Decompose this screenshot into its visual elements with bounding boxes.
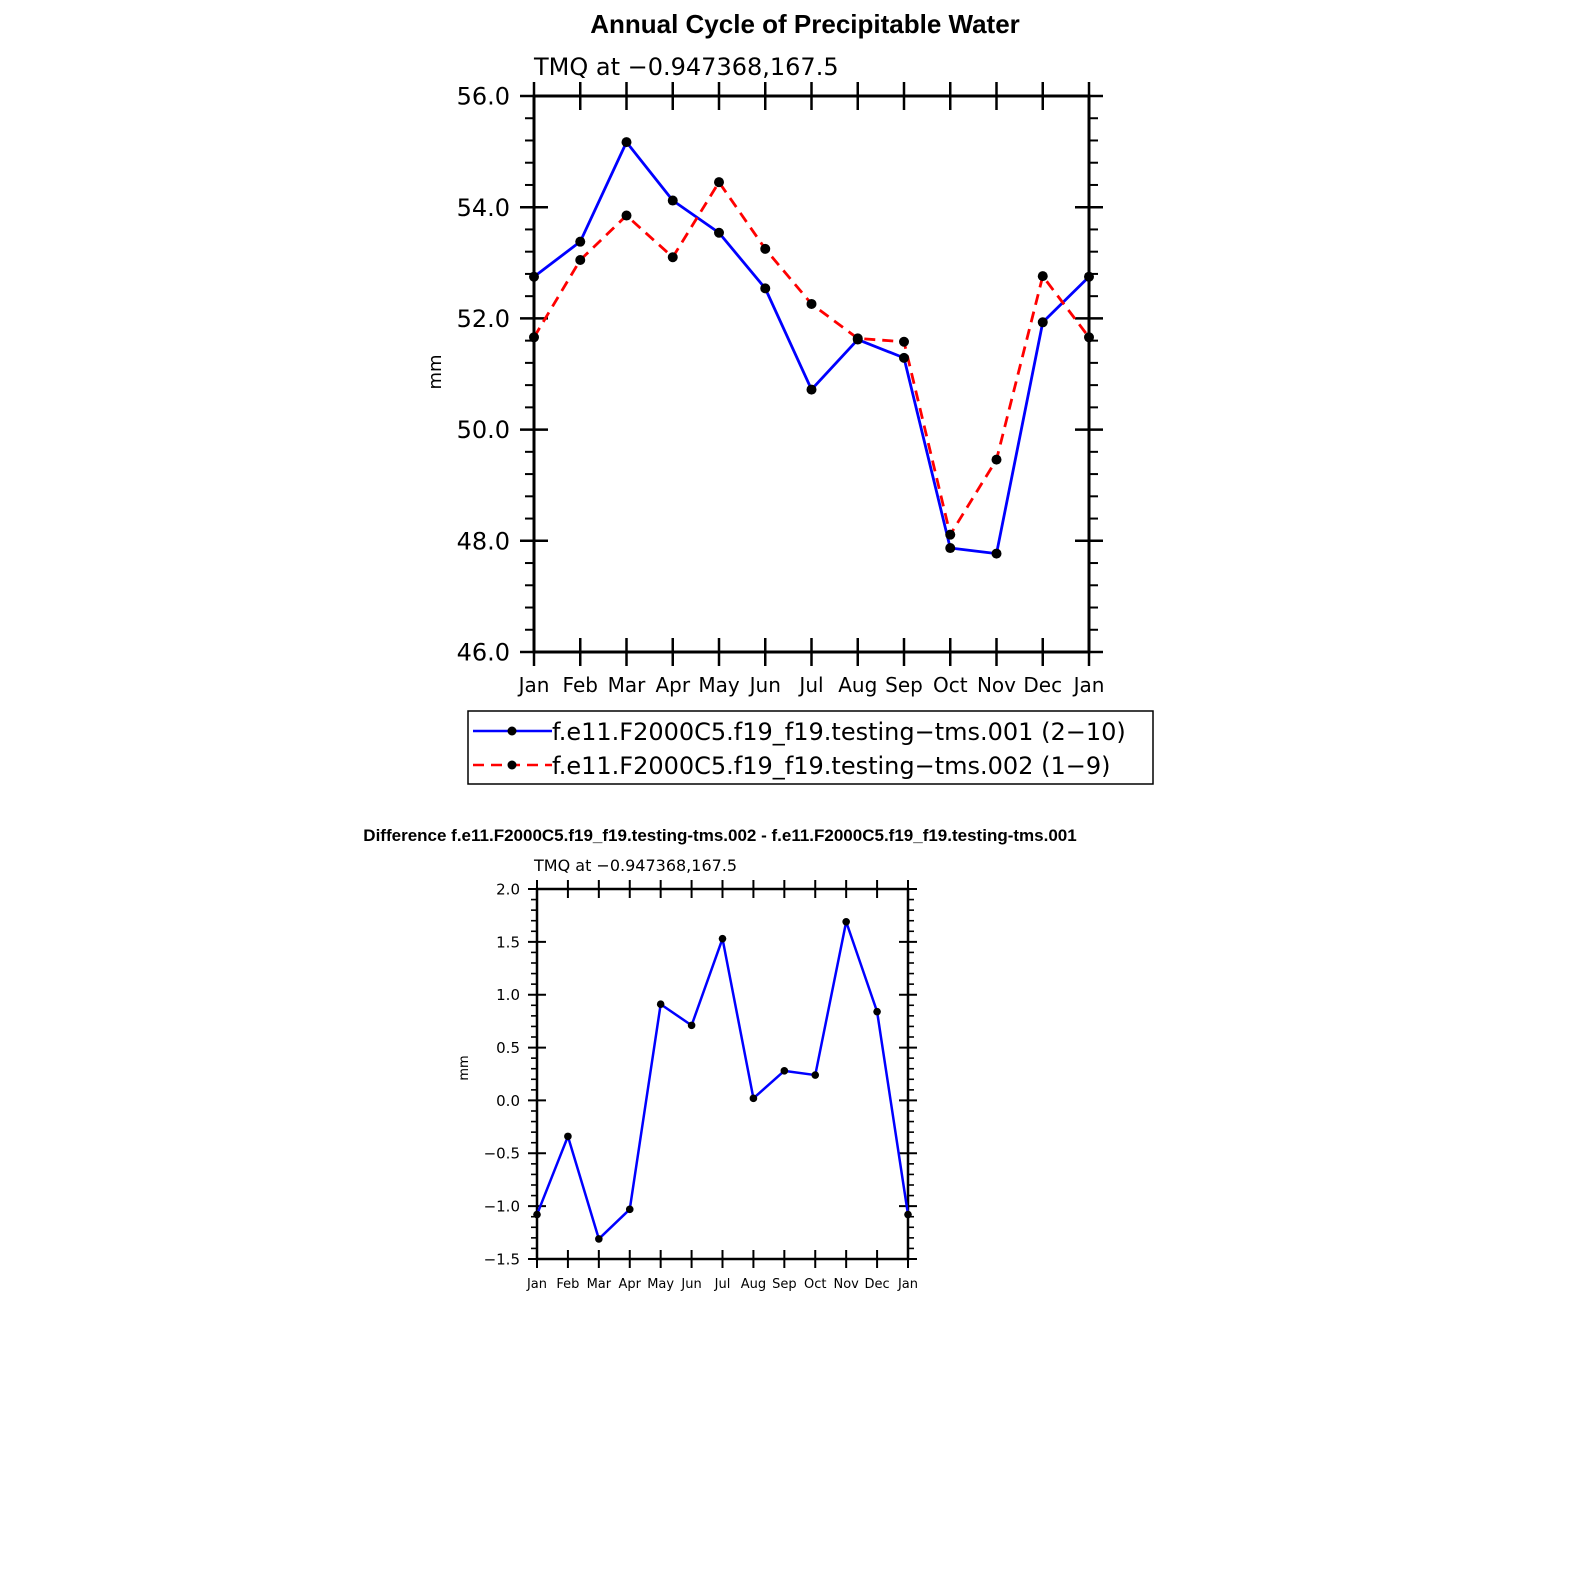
chart1-series-1-point bbox=[529, 271, 539, 282]
chart2-ytick-label: 0.5 bbox=[496, 1039, 520, 1057]
chart2-xtick-label: May bbox=[647, 1277, 674, 1292]
chart2-series-1-point bbox=[780, 1067, 789, 1075]
chart2-ytick-label: 0.0 bbox=[496, 1092, 520, 1110]
chart1-plot: Jan Feb Mar Apr May Jun Jul Aug Sep Oct Nov Dec Jan 4… bbox=[457, 82, 1105, 697]
chart2-xtick-label: Jul bbox=[714, 1277, 731, 1292]
chart1-series-2-point bbox=[1084, 332, 1094, 343]
chart1-series-1-point bbox=[1084, 271, 1094, 282]
chart1-xtick-label: Nov bbox=[977, 673, 1016, 697]
chart1-series-2-point bbox=[1037, 271, 1048, 282]
chart2-series-1-point bbox=[625, 1205, 634, 1214]
chart2-series-1-line bbox=[535, 920, 910, 1241]
chart2-xtick-label: Jan bbox=[526, 1277, 547, 1292]
chart2-ytick-label: −0.5 bbox=[484, 1145, 520, 1163]
chart1-series-1-point bbox=[760, 283, 771, 294]
chart1-series-2-point bbox=[575, 255, 586, 266]
chart1-series-2-point bbox=[714, 177, 724, 188]
chart1-subtitle: TMQ at −0.947368,167.5 bbox=[533, 53, 839, 81]
chart1-series-1-point bbox=[991, 548, 1002, 559]
chart1-series-1-point bbox=[1037, 317, 1048, 328]
chart1-series-1-point bbox=[575, 236, 586, 247]
chart1-xtick-label: Aug bbox=[838, 673, 877, 697]
chart1-series-2-point bbox=[852, 333, 863, 344]
chart1-xtick-label: Sep bbox=[885, 673, 923, 697]
chart2-xtick-label: Feb bbox=[556, 1277, 579, 1292]
chart2-xtick-label: Nov bbox=[833, 1277, 859, 1292]
chart2-ytick-label: 1.0 bbox=[496, 986, 520, 1004]
chart1-ytick-label: 50.0 bbox=[457, 416, 510, 444]
chart1-series-2-point bbox=[899, 336, 909, 347]
chart1-ytick-label: 54.0 bbox=[457, 194, 510, 222]
chart1-series-1-point bbox=[899, 352, 909, 363]
chart1-title: Annual Cycle of Precipitable Water bbox=[590, 9, 1020, 39]
chart2-ytick-label: −1.0 bbox=[484, 1198, 520, 1216]
chart1-series-1-point bbox=[667, 195, 678, 206]
chart1-ytick-label: 48.0 bbox=[457, 527, 510, 555]
chart2-ytick-label: 1.5 bbox=[496, 933, 520, 951]
chart1-series-2-point bbox=[621, 210, 632, 221]
chart1-xtick-label: Jan bbox=[517, 673, 550, 697]
chart2-series-1-point bbox=[533, 1210, 541, 1219]
chart2-xtick-label: Dec bbox=[865, 1277, 890, 1292]
chart1-xtick-label: Apr bbox=[655, 673, 690, 697]
chart2-xtick-label: Mar bbox=[587, 1277, 612, 1292]
chart2-series-1-point bbox=[873, 1007, 881, 1016]
legend-marker-series-2 bbox=[507, 760, 517, 770]
chart2-series-1-point bbox=[904, 1210, 912, 1219]
legend-label-series-2: f.e11.F2000C5.f19_f19.testing−tms.002 (1… bbox=[552, 752, 1110, 780]
chart1-xtick-label: Jan bbox=[1072, 673, 1105, 697]
chart2-xtick-label: Jun bbox=[680, 1277, 701, 1292]
chart1-series-2-line bbox=[532, 180, 1091, 537]
chart1-xtick-label: Jul bbox=[797, 673, 823, 697]
chart2-plot: Jan Feb Mar Apr May Jun Jul Aug Sep Oct Nov Dec Jan−… bbox=[484, 880, 918, 1292]
chart2-title: Difference f.e11.F2000C5.f19_f19.testing… bbox=[363, 826, 1076, 845]
chart1-series-1-point bbox=[621, 137, 632, 148]
chart2-series-1-point bbox=[718, 934, 727, 943]
chart2-series-1-point bbox=[749, 1094, 758, 1103]
chart1-series-2-point bbox=[945, 529, 956, 540]
legend-label-series-1: f.e11.F2000C5.f19_f19.testing−tms.001 (2… bbox=[552, 718, 1126, 746]
chart1-series-1-point bbox=[714, 227, 724, 238]
chart2-xtick-label: Aug bbox=[741, 1277, 766, 1292]
chart2-series-1-point bbox=[656, 1000, 665, 1009]
chart1-series-1-point bbox=[806, 384, 817, 395]
chart1-ytick-label: 52.0 bbox=[457, 305, 510, 333]
chart2-xtick-label: Jan bbox=[897, 1277, 918, 1292]
chart1-xtick-label: Mar bbox=[608, 673, 647, 697]
chart1-xtick-label: Oct bbox=[933, 673, 968, 697]
chart1-frame bbox=[532, 94, 1091, 654]
chart2-series-1-point bbox=[564, 1132, 572, 1141]
chart1-ytick-label: 56.0 bbox=[457, 83, 510, 111]
chart2-series-1-point bbox=[595, 1235, 603, 1243]
chart1-legend: f.e11.F2000C5.f19_f19.testing−tms.001 (2… bbox=[467, 710, 1154, 785]
chart2-subtitle: TMQ at −0.947368,167.5 bbox=[533, 856, 737, 875]
chart2-ytick-label: 2.0 bbox=[496, 880, 520, 898]
chart1-series-2-point bbox=[806, 298, 817, 309]
chart1-series-2-point bbox=[529, 332, 539, 343]
chart1-series-2-point bbox=[667, 252, 678, 263]
chart2-xtick-label: Sep bbox=[772, 1277, 797, 1292]
chart2-series-1-point bbox=[811, 1071, 820, 1079]
chart1-xtick-label: May bbox=[698, 673, 740, 697]
legend-box bbox=[467, 710, 1154, 785]
chart2-xtick-label: Apr bbox=[619, 1277, 642, 1292]
chart2-ylabel: mm bbox=[457, 1055, 472, 1080]
chart2-ytick-label: −1.5 bbox=[484, 1250, 520, 1268]
chart2-series-1-point bbox=[842, 917, 850, 926]
chart2-xtick-label: Oct bbox=[804, 1277, 826, 1292]
chart1-ylabel: mm bbox=[425, 354, 446, 389]
legend-marker-series-1 bbox=[507, 726, 517, 736]
chart2-series-1-point bbox=[687, 1021, 696, 1030]
chart1-series-2-point bbox=[760, 243, 771, 254]
chart1-xtick-label: Dec bbox=[1023, 673, 1062, 697]
chart1-series-1-line bbox=[533, 140, 1090, 555]
chart1-xtick-label: Feb bbox=[563, 673, 598, 697]
chart1-xtick-label: Jun bbox=[748, 673, 781, 697]
chart1-series-1-point bbox=[945, 543, 956, 554]
chart1-ytick-label: 46.0 bbox=[457, 639, 510, 667]
chart1-series-2-point bbox=[991, 454, 1002, 465]
